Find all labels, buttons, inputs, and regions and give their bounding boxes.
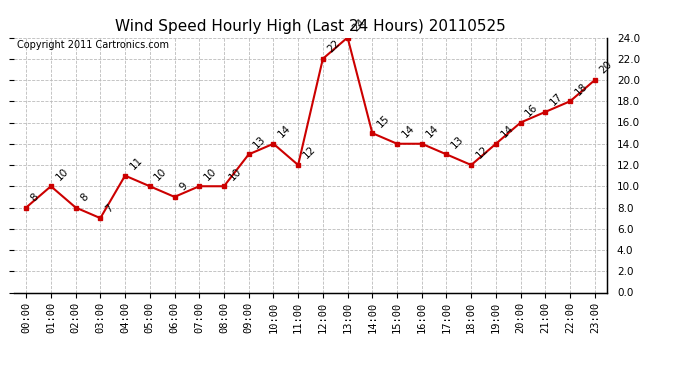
Text: 13: 13 (449, 134, 466, 150)
Text: 7: 7 (103, 202, 115, 214)
Text: 16: 16 (524, 102, 540, 118)
Text: 22: 22 (326, 38, 342, 55)
Text: 8: 8 (79, 192, 90, 203)
Text: Copyright 2011 Cartronics.com: Copyright 2011 Cartronics.com (17, 40, 169, 50)
Text: 10: 10 (152, 166, 169, 182)
Text: 18: 18 (573, 81, 589, 97)
Text: 24: 24 (351, 17, 367, 33)
Text: 10: 10 (227, 166, 243, 182)
Text: 14: 14 (400, 123, 416, 140)
Text: 11: 11 (128, 155, 144, 171)
Title: Wind Speed Hourly High (Last 24 Hours) 20110525: Wind Speed Hourly High (Last 24 Hours) 2… (115, 18, 506, 33)
Text: 12: 12 (301, 144, 317, 161)
Text: 13: 13 (251, 134, 268, 150)
Text: 17: 17 (548, 91, 564, 108)
Text: 9: 9 (177, 181, 189, 193)
Text: 14: 14 (499, 123, 515, 140)
Text: 15: 15 (375, 112, 391, 129)
Text: 10: 10 (54, 166, 70, 182)
Text: 8: 8 (29, 192, 41, 203)
Text: 12: 12 (474, 144, 491, 161)
Text: 20: 20 (598, 60, 614, 76)
Text: 14: 14 (276, 123, 293, 140)
Text: 14: 14 (424, 123, 441, 140)
Text: 10: 10 (202, 166, 218, 182)
